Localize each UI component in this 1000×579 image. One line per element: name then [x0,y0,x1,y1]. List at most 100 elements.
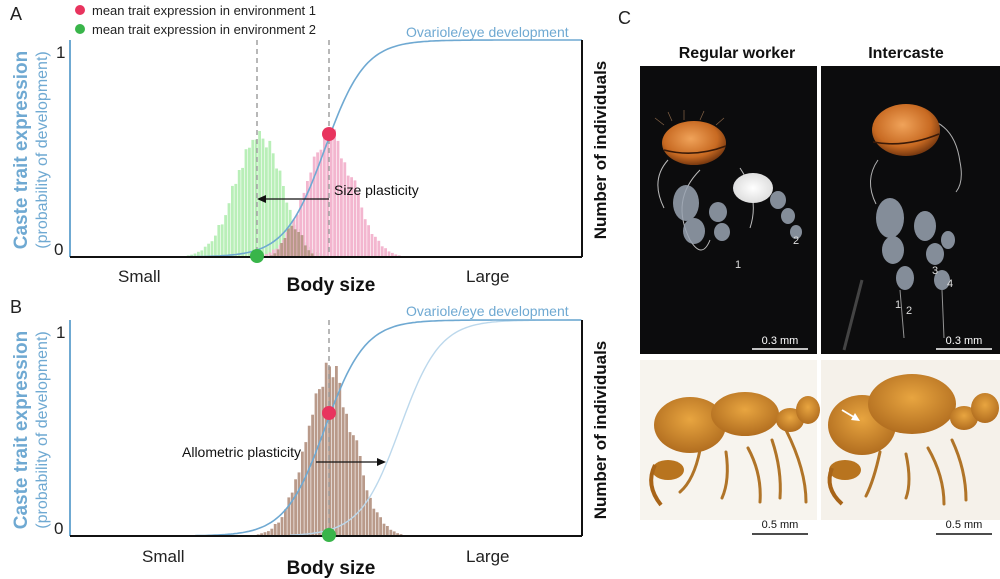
x-axis-title: Body size [287,558,376,579]
histogram-bar [375,512,379,536]
histogram-bar [227,203,231,257]
histogram-bar [380,246,384,257]
photo-regular-worker-ant: 0.5 mm [640,360,820,535]
histogram-bar [293,229,297,257]
histogram-bar [387,251,391,257]
histogram-bar [224,215,227,257]
histogram-bar [333,129,336,257]
histogram-bar [280,243,283,257]
histogram-bar [284,509,287,536]
panel-b-letter: B [10,297,22,317]
histogram-bar [336,140,340,257]
histogram-bar [287,497,291,536]
development-curve [180,39,582,258]
ovary-label: 2 [906,305,912,317]
histogram-bar [386,526,389,536]
histogram-bar [311,414,314,536]
histogram-bar [203,246,207,257]
histogram-bar [340,158,343,257]
histogram-bar [283,238,287,257]
histogram-bar [301,451,304,536]
histogram-bar [374,236,377,257]
histogram-bar [302,192,306,257]
legend-env1-label: mean trait expression in environment 1 [92,3,316,18]
histogram-bar [394,254,398,257]
histogram-bar [273,524,277,536]
histogram-bar [353,180,357,257]
histogram-bar [338,382,342,536]
env1-mean-marker [322,127,336,141]
mean-marker-upper [322,406,336,420]
allometric-plasticity-arrowhead [377,458,386,466]
y-tick-0: 0 [54,519,63,538]
histogram-bar [280,517,284,536]
histogram-bar [335,366,338,536]
histogram-bar [396,533,399,536]
legend-env2-marker [75,24,85,34]
panel-a-letter: A [10,4,22,24]
histogram-bar [270,528,274,536]
histogram-bar [372,508,376,536]
development-curve [194,319,581,537]
histogram-bar [392,531,396,536]
scale-bar-label: 0.5 mm [946,519,983,531]
x-label-large: Large [466,547,509,566]
histogram-bar [331,377,335,536]
histogram-bar [197,251,200,257]
legend-env2-label: mean trait expression in environment 2 [92,22,316,37]
histogram-bar [352,435,355,536]
eye-pointer-arrowhead [851,413,860,421]
env2-mean-marker [250,249,264,263]
histogram-bar [346,175,350,257]
ovary-label: 2 [793,235,799,247]
histogram-bar [324,362,328,536]
photo-intercaste-ovary: 1 2 3 4 0.3 mm [821,66,1000,354]
histogram-bar [297,472,301,536]
ovary-label: 1 [895,299,901,311]
y-tick-1: 1 [56,43,65,62]
histogram-bar [306,181,309,257]
x-label-large: Large [466,267,509,286]
histogram-bar [190,254,193,257]
histogram-bar [258,131,261,257]
histogram-bar [345,413,348,536]
annotation-size-plasticity: Size plasticity [334,182,419,198]
y-axis-subtitle: (probability of development) [34,331,51,528]
histogram-bar [367,225,370,257]
histogram-bar [193,253,197,257]
ovary-label: 1 [735,259,741,271]
histogram-bar [391,252,394,257]
histogram-panel-a [186,129,401,257]
column-title-regular-worker: Regular worker [679,45,795,62]
histogram-bar [295,214,299,257]
histogram-bar [265,147,268,257]
histogram-bar [304,245,307,257]
histogram-bar [234,183,238,257]
y-tick-0: 0 [54,240,63,259]
histogram-bar [312,156,316,257]
histogram-bar [370,234,374,257]
histogram-bar [277,522,280,536]
histogram-bar [254,139,258,257]
histogram-bar [214,235,217,257]
y-axis-title: Caste trait expression [11,331,32,530]
histogram-bar [217,225,221,257]
histogram-bar [278,170,282,257]
histogram-bar [207,243,210,257]
right-axis-title: Number of individuals [591,341,610,520]
scale-bar-label: 0.5 mm [762,519,799,531]
mean-marker-lower [322,528,336,542]
histogram-bar [290,225,294,257]
histogram-bar [268,252,272,257]
panel-a: A mean trait expression in environment 1… [10,3,610,296]
x-label-small: Small [142,547,185,566]
histogram-bar [231,185,234,257]
histogram-bar [278,245,282,257]
histogram-bar [355,440,359,536]
histogram-bar [290,492,294,536]
histogram-bar [343,162,347,257]
panel-c: C Regular worker Intercaste [618,8,1000,535]
curve-label: Ovariole/eye development [406,24,569,40]
histogram-bar [350,177,353,257]
